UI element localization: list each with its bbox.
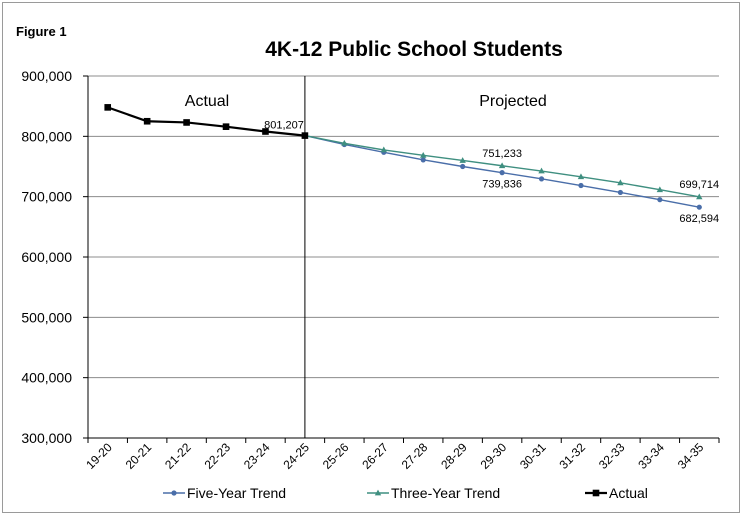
data-point <box>577 173 585 180</box>
series <box>104 104 703 210</box>
x-tick-label: 33-34 <box>635 440 667 472</box>
legend-item: Three-Year Trend <box>367 485 500 501</box>
data-point <box>696 204 702 210</box>
y-tick-label: 600,000 <box>21 249 72 265</box>
figure-label: Figure 1 <box>16 24 67 39</box>
data-label: 751,233 <box>482 148 522 160</box>
data-point <box>538 176 545 182</box>
legend-label: Five-Year Trend <box>187 485 286 501</box>
data-point <box>262 128 269 135</box>
x-tick-label: 25-26 <box>320 440 352 472</box>
data-point <box>341 139 348 146</box>
data-point <box>617 189 624 196</box>
legend-item: Actual <box>585 485 648 501</box>
x-tick-label: 26-27 <box>359 440 391 472</box>
data-label: 739,836 <box>482 179 522 191</box>
series-actual <box>104 104 309 139</box>
data-point <box>657 197 663 203</box>
legend-item: Five-Year Trend <box>163 485 286 501</box>
x-tick-label: 27-28 <box>399 440 431 472</box>
data-point <box>301 132 309 139</box>
y-tick-label: 500,000 <box>21 309 72 325</box>
series-line <box>107 106 306 137</box>
chart-title: 4K-12 Public School Students <box>265 38 563 61</box>
data-point <box>420 157 426 163</box>
x-tick-label: 32-33 <box>596 440 628 472</box>
data-point <box>222 123 230 130</box>
data-label: 699,714 <box>679 179 719 191</box>
data-point <box>592 489 600 497</box>
axes: 300,000 400,000 500,000 600,000 700,000 800,0… <box>21 68 720 472</box>
region-label-actual: Actual <box>185 93 229 110</box>
x-tick-label: 28-29 <box>438 440 470 472</box>
data-point <box>499 170 505 176</box>
data-point <box>617 179 624 186</box>
x-tick-label: 20-21 <box>123 440 155 472</box>
x-tick-label: 24-25 <box>280 440 312 472</box>
x-tick-label: 31-32 <box>556 440 588 472</box>
x-tick-label: 21-22 <box>162 440 194 472</box>
data-point <box>171 490 177 496</box>
y-tick-label: 400,000 <box>21 370 72 386</box>
x-tick-label: 30-31 <box>517 440 549 472</box>
legend-label: Actual <box>609 485 648 501</box>
data-point <box>538 167 545 174</box>
y-tick-label: 300,000 <box>21 430 72 446</box>
data-point <box>459 157 466 163</box>
data-point <box>183 119 190 126</box>
annotations: 801,207 751,233 739,836 699,714 682,594 <box>264 120 719 226</box>
region-label-projected: Projected <box>479 93 547 110</box>
x-tick-label: 34-35 <box>675 440 707 472</box>
data-point <box>143 117 151 125</box>
data-label: 801,207 <box>264 120 304 132</box>
data-label: 682,594 <box>679 213 719 225</box>
grid <box>88 75 719 439</box>
x-tick-label: 22-23 <box>202 440 234 472</box>
legend: Five-Year Trend Three-Year Trend Actual <box>163 485 648 501</box>
data-point <box>578 182 584 189</box>
data-point <box>460 163 466 170</box>
data-point <box>380 146 387 153</box>
data-point <box>656 186 664 193</box>
data-point <box>420 151 427 158</box>
x-tick-label: 29-30 <box>478 440 510 472</box>
data-point <box>498 162 506 169</box>
y-tick-label: 800,000 <box>21 128 72 144</box>
y-tick-label: 900,000 <box>21 68 72 84</box>
x-tick-label: 19-20 <box>83 440 115 472</box>
x-tick-label: 23-24 <box>241 440 273 472</box>
legend-label: Three-Year Trend <box>391 485 500 501</box>
y-tick-label: 700,000 <box>21 189 72 205</box>
data-point <box>104 104 112 111</box>
data-point <box>696 193 703 200</box>
data-point <box>374 489 382 496</box>
series-five-year-trend <box>302 133 702 210</box>
